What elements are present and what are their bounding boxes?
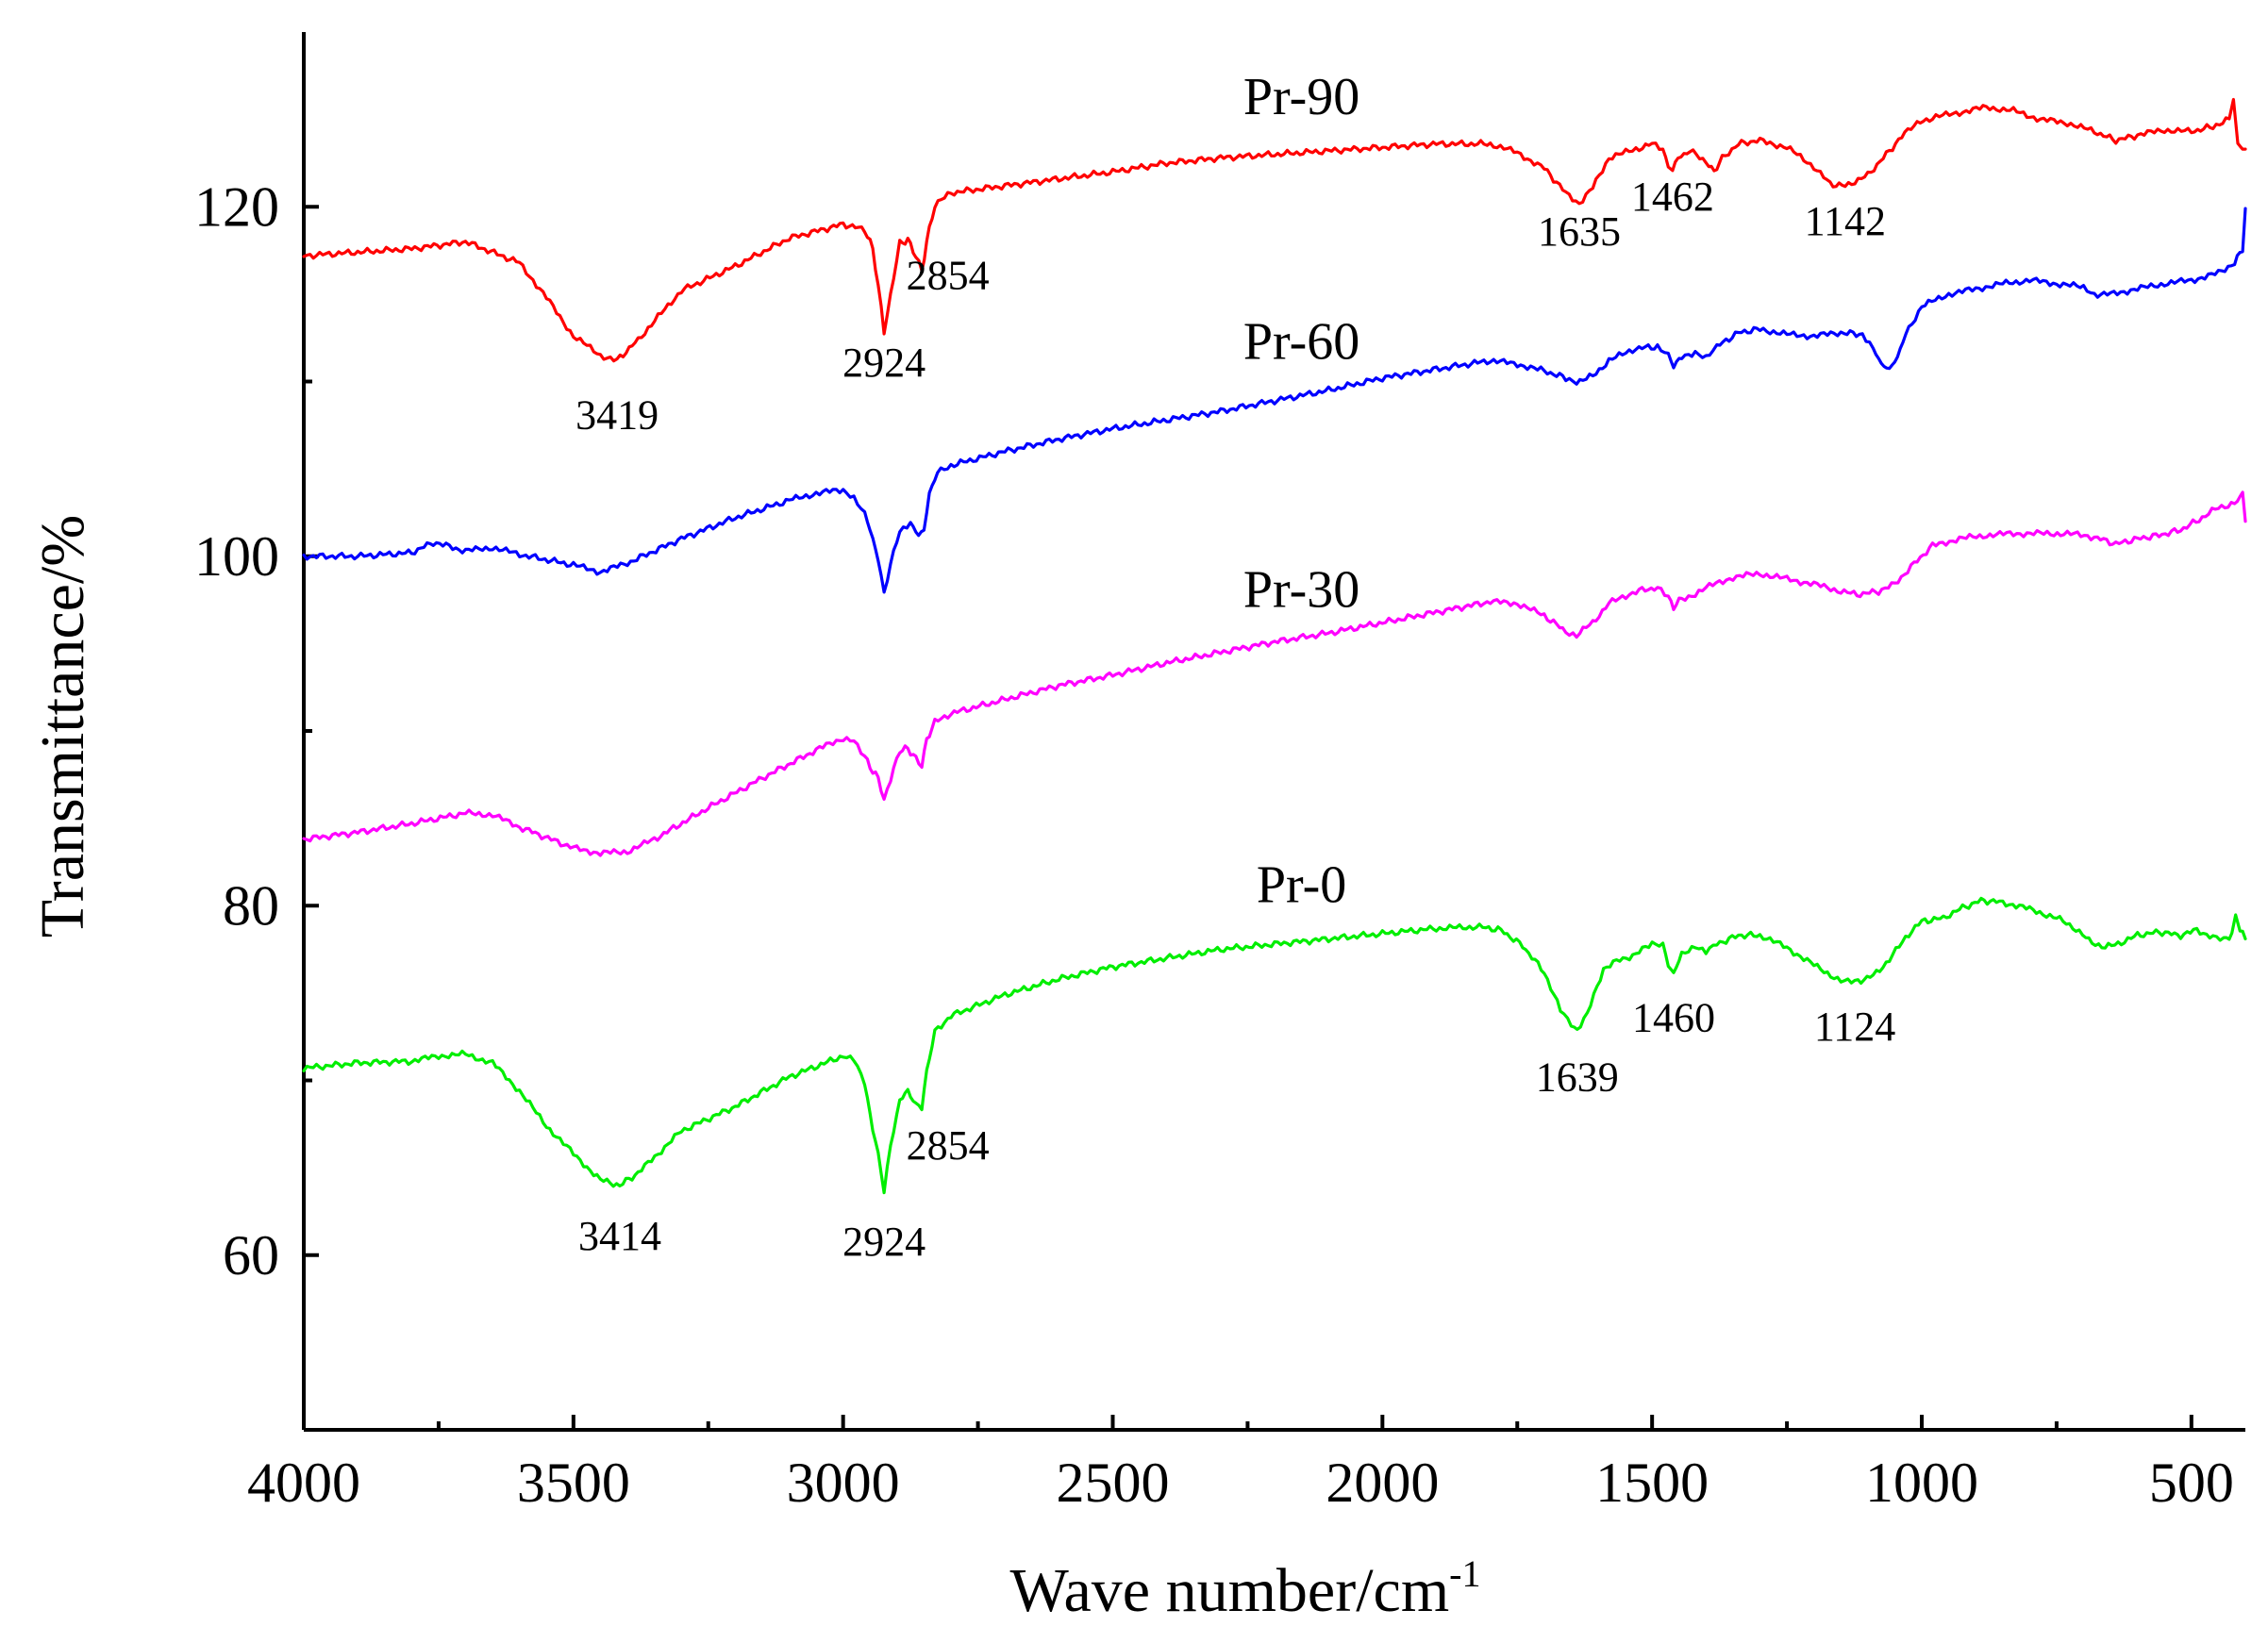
y-tick-label-60: 60 [223, 1224, 279, 1286]
series-label-pr-60: Pr-60 [1243, 312, 1359, 371]
peak-label-2854: 2854 [907, 1122, 990, 1169]
y-axis-title: Transmittance/% [28, 515, 97, 938]
x-tick-label-3500: 3500 [517, 1452, 630, 1514]
series-line-pr-30 [302, 490, 2247, 857]
x-tick-label-3000: 3000 [787, 1452, 900, 1514]
peak-label-1462: 1462 [1631, 174, 1714, 220]
peak-label-1124: 1124 [1814, 1004, 1895, 1050]
peak-label-1142: 1142 [1805, 198, 1886, 244]
x-tick-label-4000: 4000 [247, 1452, 360, 1514]
peak-label-2924: 2924 [842, 340, 926, 386]
y-ticks: 60 80 100 120 [194, 175, 319, 1286]
peak-label-1635: 1635 [1538, 208, 1621, 255]
peak-label-2854: 2854 [907, 252, 990, 298]
series-group [302, 97, 2247, 1195]
x-tick-label-2000: 2000 [1326, 1452, 1439, 1514]
y-tick-label-80: 80 [223, 874, 279, 937]
peak-label-2924: 2924 [842, 1219, 926, 1265]
peak-label-3419: 3419 [575, 392, 659, 439]
series-line-pr-90 [302, 97, 2247, 363]
x-tick-label-500: 500 [2149, 1452, 2234, 1514]
y-tick-label-100: 100 [194, 525, 279, 588]
x-tick-label-1000: 1000 [1865, 1452, 1978, 1514]
x-ticks: 4000 3500 3000 2500 2000 1500 1000 500 [247, 1415, 2234, 1514]
peak-label-3414: 3414 [578, 1213, 661, 1259]
x-axis-title-main: Wave number/cm [1009, 1556, 1449, 1625]
series-line-pr-60 [302, 207, 2247, 594]
peak-label-1460: 1460 [1632, 995, 1715, 1041]
series-label-pr-0: Pr-0 [1257, 856, 1346, 915]
x-tick-label-2500: 2500 [1057, 1452, 1170, 1514]
x-axis-title-superscript: -1 [1449, 1552, 1480, 1595]
x-axis-title: Wave number/cm-1 [1009, 1552, 1480, 1625]
series-label-pr-30: Pr-30 [1243, 560, 1359, 619]
series-labels: Pr-90 Pr-60 Pr-30 Pr-0 [1243, 68, 1359, 914]
x-tick-label-1500: 1500 [1595, 1452, 1709, 1514]
peak-label-1639: 1639 [1536, 1054, 1619, 1101]
y-tick-label-120: 120 [194, 175, 279, 238]
series-label-pr-90: Pr-90 [1243, 68, 1359, 126]
series-line-pr-0 [302, 896, 2247, 1195]
